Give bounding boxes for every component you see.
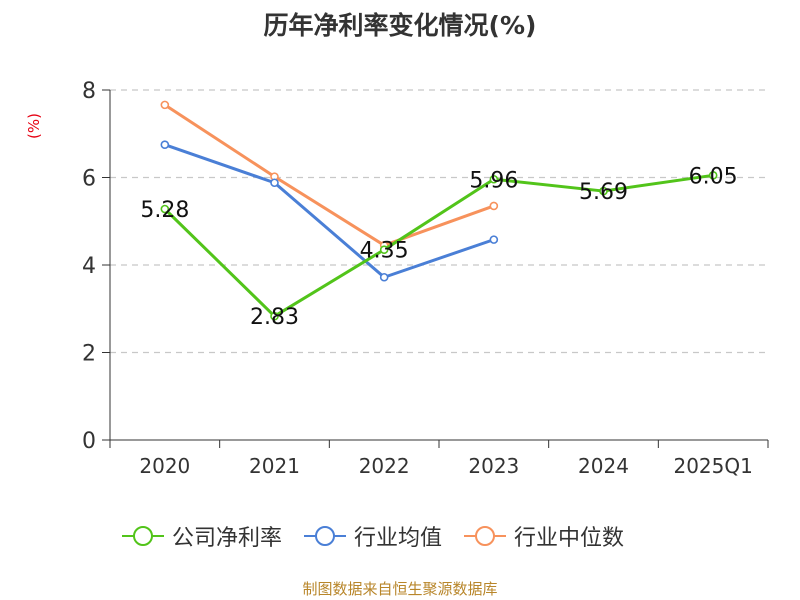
x-tick-label: 2022	[359, 454, 410, 478]
y-tick-label: 6	[82, 167, 96, 192]
legend-label-industry-median: 行业中位数	[514, 526, 625, 551]
legend-marker-industry-median	[464, 526, 507, 546]
data-label: 5.69	[579, 180, 628, 205]
chart-title: 历年净利率变化情况(%)	[263, 11, 537, 40]
y-tick-label: 0	[82, 429, 96, 454]
data-point	[489, 174, 499, 184]
legend-label-company: 公司净利率	[172, 526, 283, 551]
data-label: 5.96	[469, 168, 518, 193]
legend: 公司净利率 行业均值 行业中位数	[120, 520, 644, 552]
series-line	[163, 173, 714, 318]
x-tick-label: 2021	[249, 454, 300, 478]
data-label: 4.35	[360, 239, 409, 264]
series-line	[164, 143, 495, 279]
data-point	[160, 140, 170, 149]
y-tick-label: 4	[82, 254, 96, 279]
data-point	[489, 235, 499, 244]
legend-item-industry-mean[interactable]: 行业均值	[302, 520, 442, 552]
data-point	[379, 245, 389, 254]
data-point	[708, 171, 718, 180]
data-point	[270, 178, 279, 188]
legend-item-industry-median[interactable]: 行业中位数	[462, 520, 624, 552]
data-point	[379, 272, 389, 282]
x-tick-label: 2025Q1	[673, 454, 752, 478]
legend-marker-industry-mean	[304, 526, 347, 546]
x-tick-label: 2023	[468, 454, 519, 478]
legend-marker-company	[122, 526, 164, 546]
data-point	[489, 201, 499, 211]
x-tick-label: 2020	[139, 454, 190, 478]
y-tick-label: 8	[82, 79, 96, 104]
data-source-note: 制图数据来自恒生聚源数据库	[302, 580, 498, 598]
data-point	[599, 186, 608, 196]
data-point	[270, 311, 279, 321]
x-tick-label: 2024	[578, 454, 629, 478]
data-label: 2.83	[250, 305, 299, 330]
series-line	[164, 103, 495, 247]
data-label: 5.28	[140, 198, 189, 223]
data-point	[160, 204, 170, 214]
y-tick-label: 2	[82, 342, 96, 367]
data-label: 6.05	[689, 164, 738, 189]
data-point	[160, 100, 170, 110]
legend-item-company[interactable]: 公司净利率	[120, 520, 282, 552]
legend-label-industry-mean: 行业均值	[354, 526, 443, 551]
